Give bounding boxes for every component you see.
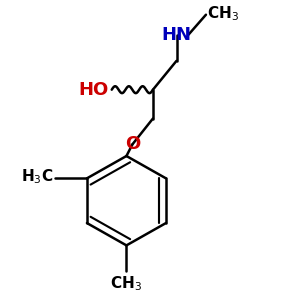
Text: HN: HN	[161, 26, 191, 44]
Text: HO: HO	[79, 81, 109, 99]
Text: H$_3$C: H$_3$C	[21, 168, 53, 186]
Text: O: O	[125, 136, 140, 154]
Text: CH$_3$: CH$_3$	[207, 4, 239, 22]
Text: CH$_3$: CH$_3$	[110, 274, 142, 293]
